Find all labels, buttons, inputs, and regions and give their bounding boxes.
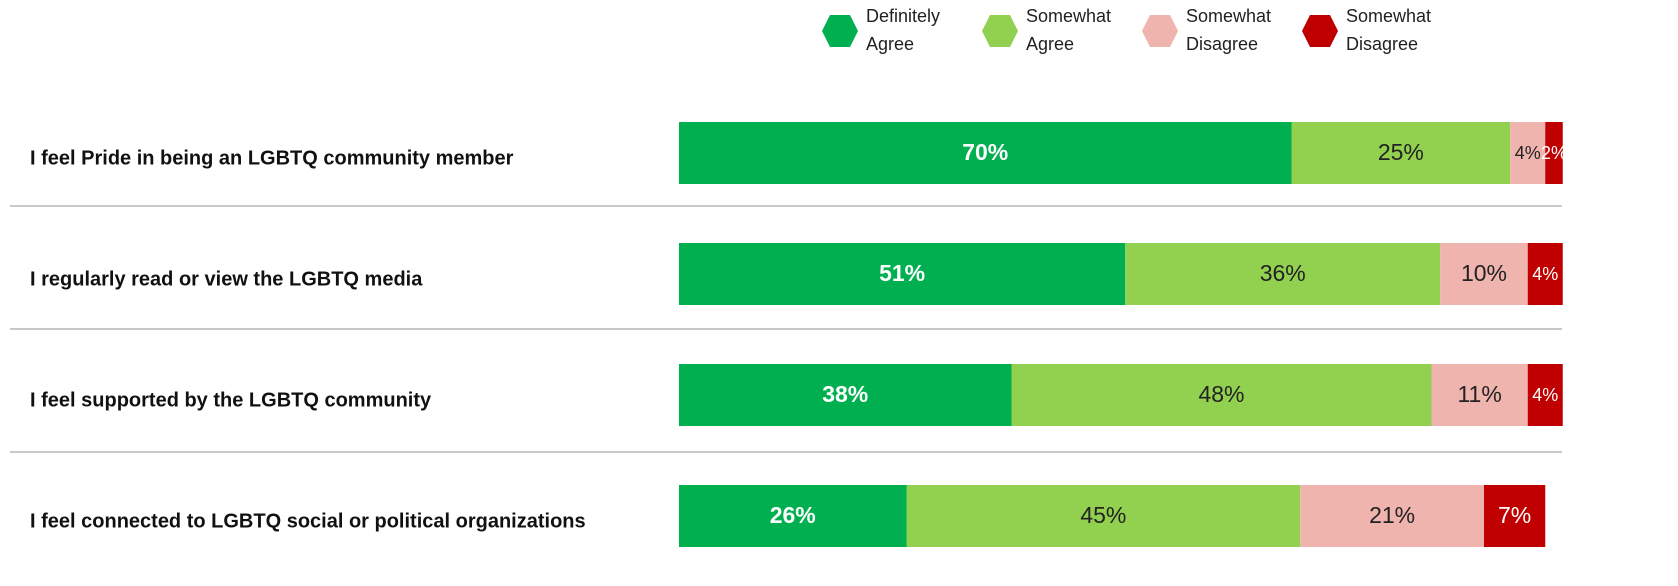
data-label: 36% (1260, 260, 1306, 286)
bar-segment (1484, 485, 1546, 547)
legend-item: Somewhat Agree (982, 2, 1126, 58)
legend-item: Somewhat Disagree (1142, 2, 1286, 58)
category-label: I feel supported by the LGBTQ community (30, 389, 432, 411)
bar-segment (1510, 122, 1546, 184)
legend-swatch (1142, 15, 1178, 47)
bar-segment (679, 364, 1012, 426)
bar-segment (679, 243, 1126, 305)
bar-segment (1527, 364, 1563, 426)
data-label: 2% (1541, 143, 1567, 163)
category-label: I feel Pride in being an LGBTQ community… (30, 147, 514, 169)
data-label: 26% (770, 502, 816, 528)
data-label: 10% (1461, 260, 1507, 286)
bar-segment (1011, 364, 1432, 426)
bar-segment (1440, 243, 1528, 305)
data-label: 11% (1457, 381, 1501, 407)
legend-label: Somewhat Agree (1026, 6, 1112, 54)
legend-label: Somewhat Disagree (1186, 6, 1272, 54)
data-label: 45% (1080, 502, 1126, 528)
bar-segment (1431, 364, 1528, 426)
data-label: 70% (962, 139, 1008, 165)
bar-segment (1527, 243, 1563, 305)
data-label: 7% (1498, 502, 1531, 528)
legend-item: Somewhat Disagree (1302, 2, 1446, 58)
category-label: I feel connected to LGBTQ social or poli… (30, 510, 586, 532)
data-label: 4% (1532, 385, 1558, 405)
category-label: I regularly read or view the LGBTQ media (30, 268, 423, 290)
legend-swatch (1302, 15, 1338, 47)
legend-swatch (982, 15, 1018, 47)
bar-segment (679, 485, 907, 547)
bar-segment (906, 485, 1301, 547)
legend-label: Somewhat Disagree (1346, 6, 1432, 54)
data-label: 48% (1198, 381, 1244, 407)
legend-item: Definitely Agree (822, 2, 966, 58)
data-label: 51% (879, 260, 925, 286)
data-label: 38% (822, 381, 868, 407)
bar-segment (1291, 122, 1511, 184)
bar-segment (679, 122, 1292, 184)
legend-swatch (822, 15, 858, 47)
legend-label: Definitely Agree (866, 6, 941, 54)
data-label: 25% (1378, 139, 1424, 165)
bar-segment (1545, 122, 1563, 184)
data-label: 21% (1369, 502, 1415, 528)
data-label: 4% (1515, 143, 1541, 163)
bar-segment (1125, 243, 1441, 305)
bar-segment (1300, 485, 1484, 547)
data-label: 4% (1532, 264, 1558, 284)
